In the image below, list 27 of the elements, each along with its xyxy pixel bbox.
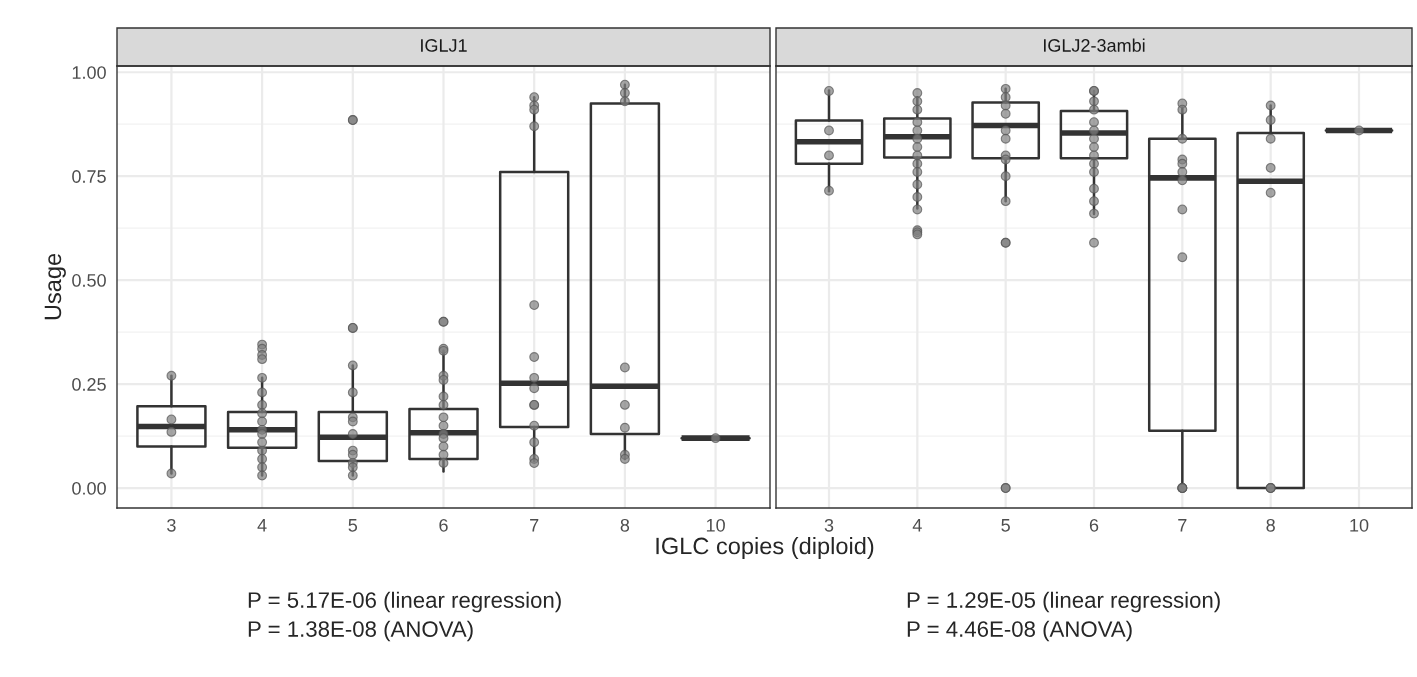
y-tick-label: 1.00 (72, 66, 106, 79)
y-tick-label: 0.50 (72, 274, 106, 287)
text: P = 1.38E-08 (ANOVA) (248, 620, 473, 642)
chart-title: IGLJ2-3ambi (1043, 38, 1145, 52)
y-tick-label: 0.25 (72, 378, 106, 391)
x-tick-label: 6 (1089, 518, 1099, 532)
text: P = 5.17E-06 (linear regression) (248, 591, 561, 613)
x-tick-label: 5 (348, 519, 358, 532)
text: P = 1.29E-05 (linear regression) (907, 591, 1220, 613)
y-tick-label: 0.00 (72, 481, 106, 495)
x-tick-label: 10 (706, 518, 725, 532)
y-axis-title: Usage (44, 253, 66, 320)
x-tick-label: 3 (167, 518, 176, 532)
x-tick-label: 8 (1266, 518, 1275, 532)
chart-title: IGLJ1 (421, 39, 467, 52)
y-tick-label: 0.75 (72, 170, 106, 183)
x-tick-label: 8 (620, 518, 630, 532)
x-tick-label: 3 (824, 518, 834, 532)
x-tick-label: 10 (1350, 518, 1369, 532)
x-axis-title: IGLC copies (diploid) (656, 536, 874, 559)
text: P = 4.46E-08 (ANOVA) (907, 620, 1132, 642)
x-tick-label: 7 (1178, 519, 1187, 532)
x-tick-label: 4 (912, 519, 922, 532)
x-tick-label: 6 (439, 518, 448, 532)
x-tick-label: 5 (1001, 519, 1010, 532)
x-tick-label: 4 (257, 519, 267, 532)
x-tick-label: 7 (530, 519, 539, 532)
